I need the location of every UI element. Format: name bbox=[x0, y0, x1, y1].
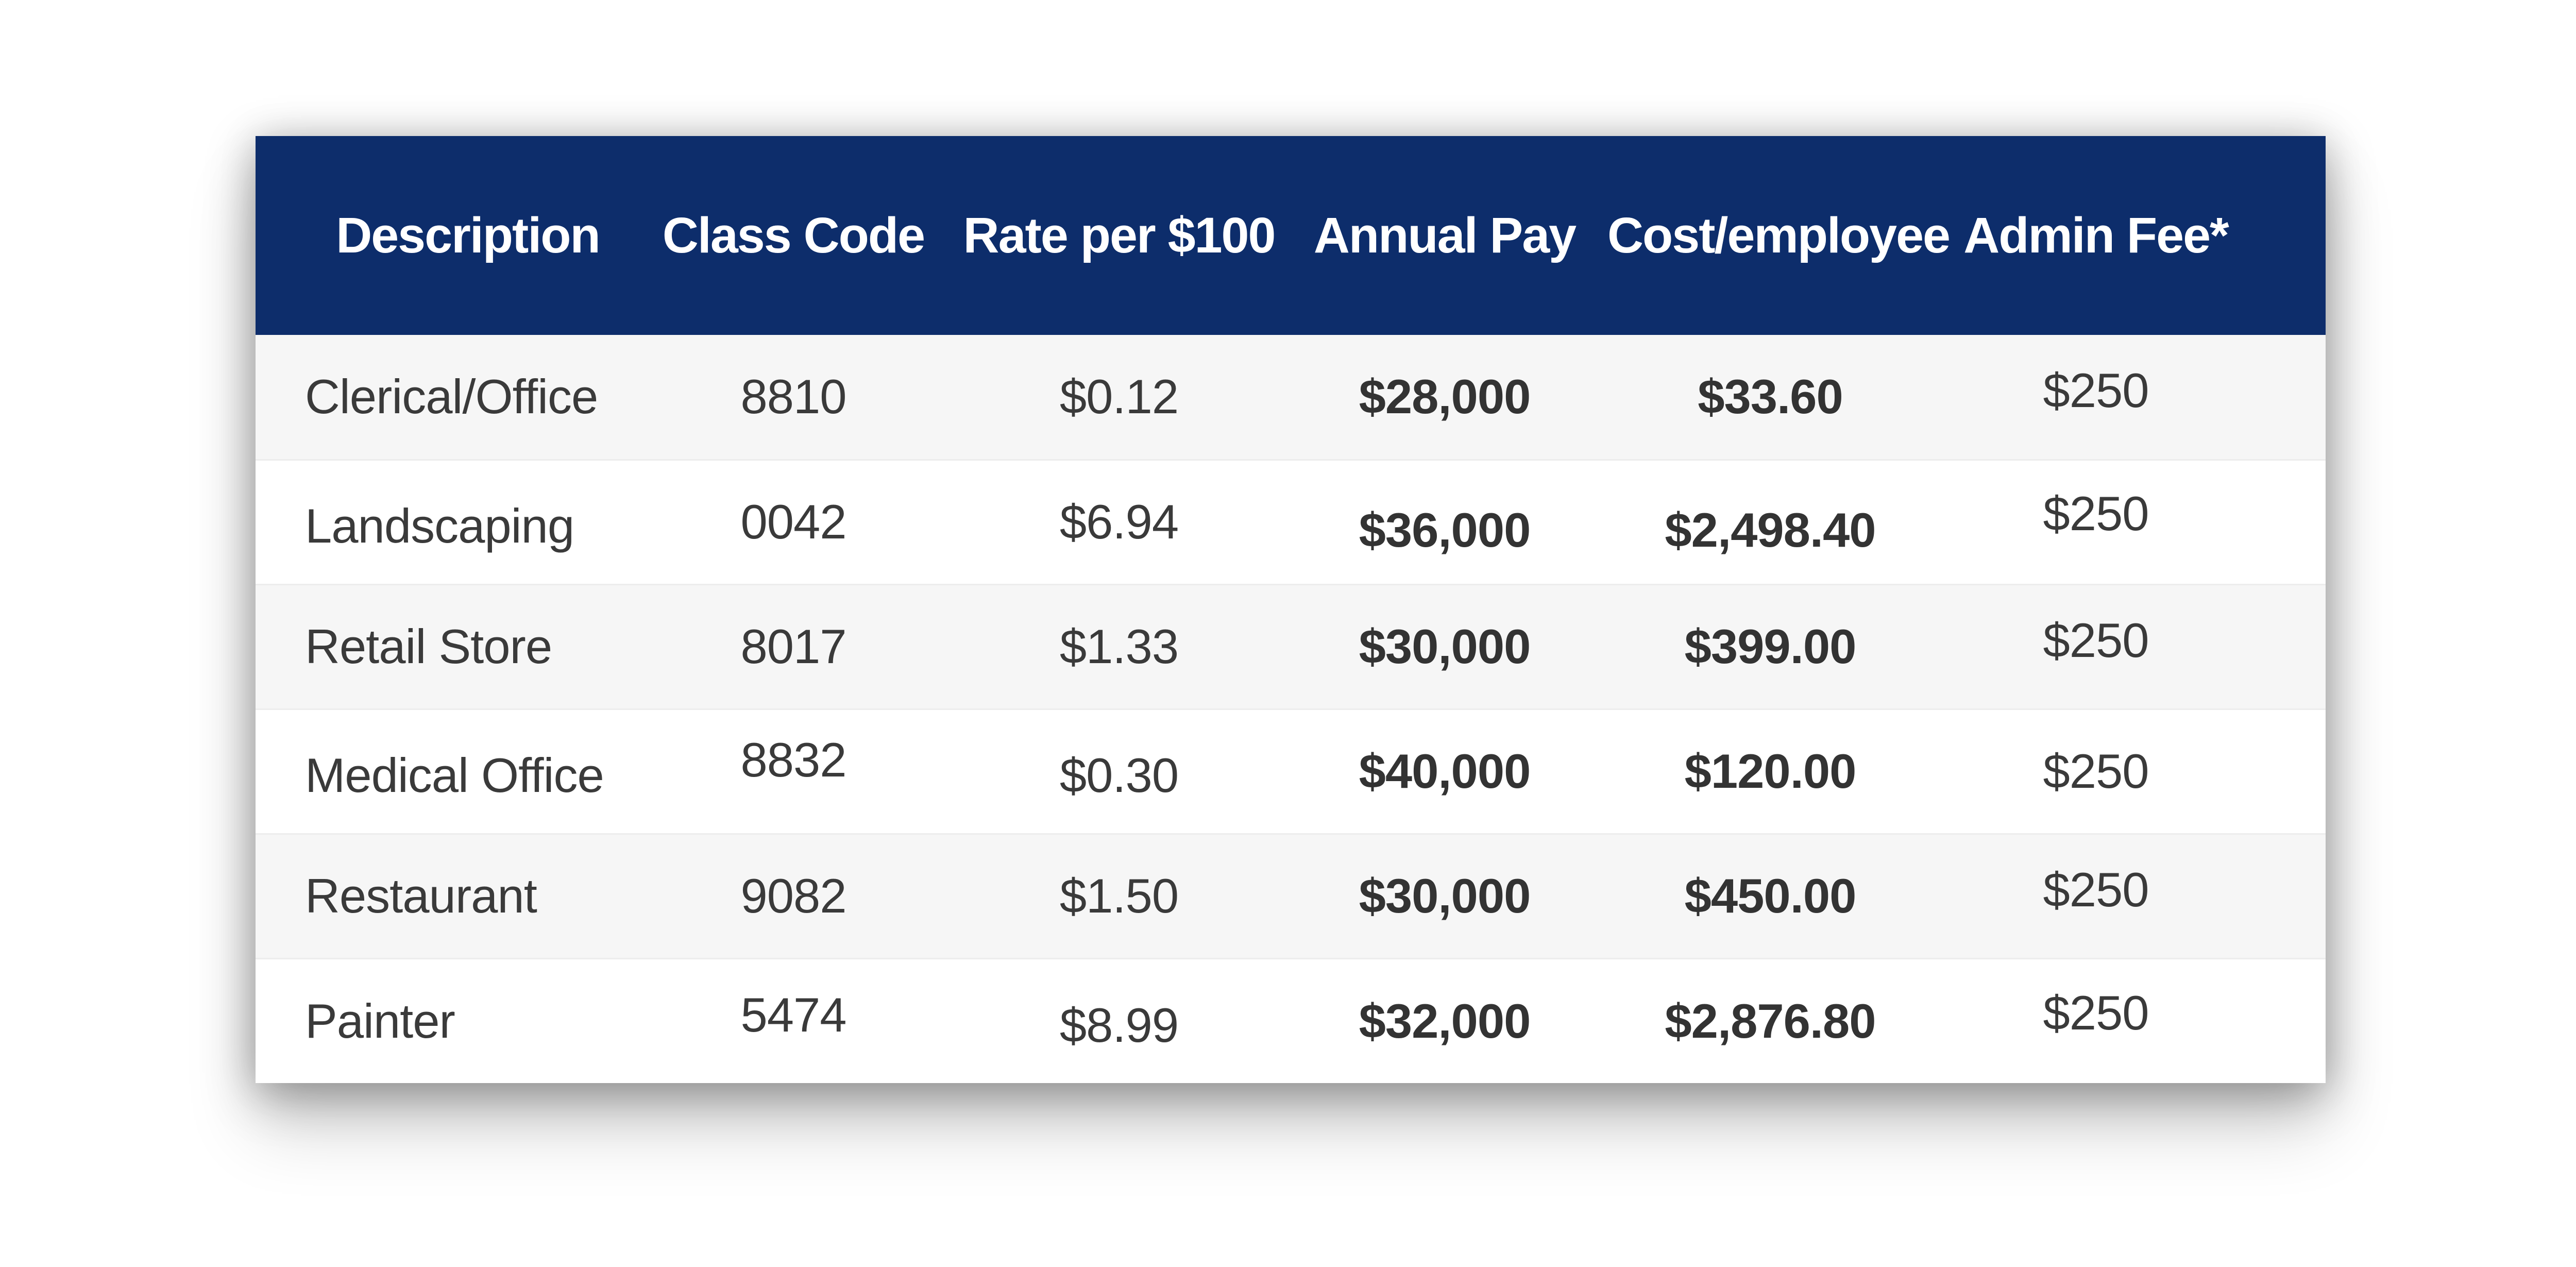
column-header-admin-fee: Admin Fee* bbox=[1963, 207, 2229, 263]
cell-class-code: 5474 bbox=[631, 957, 956, 1083]
cell-cost: $33.60 bbox=[1698, 369, 1843, 424]
cell-admin-fee: $250 bbox=[2043, 363, 2149, 418]
cell-cost: $399.00 bbox=[1607, 583, 1933, 709]
spacer-cell bbox=[2259, 957, 2326, 1083]
table-row: Clerical/Office 8810 $0.12 $28,000 $33.6… bbox=[256, 335, 2326, 460]
cell-description: Medical Office bbox=[305, 708, 631, 834]
cell-annual-pay: $32,000 bbox=[1282, 957, 1607, 1083]
cell-rate: $1.50 bbox=[956, 833, 1282, 958]
cell-admin-fee: $250 bbox=[1933, 583, 2259, 709]
cell-admin-fee: $250 bbox=[1933, 957, 2259, 1083]
cell-annual-pay: $36,000 bbox=[1282, 459, 1607, 584]
spacer-cell bbox=[256, 136, 305, 335]
rates-table-card: Description Class Code Rate per $100 Ann… bbox=[256, 136, 2326, 1083]
spacer-cell bbox=[256, 335, 305, 460]
cell-cost: $120.00 bbox=[1607, 708, 1933, 834]
spacer-cell bbox=[2259, 583, 2326, 709]
cell-annual-pay: $30,000 bbox=[1282, 833, 1607, 958]
spacer-cell bbox=[256, 459, 305, 584]
cell-rate: $0.12 bbox=[1059, 369, 1179, 424]
cell-cost: $2,876.80 bbox=[1607, 957, 1933, 1083]
spacer-cell bbox=[256, 708, 305, 834]
column-header-description: Description bbox=[336, 207, 601, 263]
column-header-annual-pay: Annual Pay bbox=[1313, 207, 1577, 263]
table-header: Description Class Code Rate per $100 Ann… bbox=[256, 136, 2326, 335]
cell-description: Retail Store bbox=[305, 583, 631, 709]
spacer-cell bbox=[256, 957, 305, 1083]
cell-annual-pay: $40,000 bbox=[1282, 708, 1607, 834]
cell-class-code: 8832 bbox=[631, 708, 956, 834]
spacer-cell bbox=[256, 583, 305, 709]
table-row: Restaurant 9082 $1.50 $30,000 $450.00 $2… bbox=[256, 833, 2326, 958]
spacer-cell bbox=[2259, 833, 2326, 958]
cell-rate: $0.30 bbox=[956, 708, 1282, 834]
cell-class-code: 8017 bbox=[631, 583, 956, 709]
cell-class-code: 8810 bbox=[740, 369, 846, 424]
header-row: Description Class Code Rate per $100 Ann… bbox=[256, 136, 2326, 335]
column-header-rate: Rate per $100 bbox=[963, 207, 1276, 263]
cell-annual-pay: $28,000 bbox=[1359, 369, 1531, 424]
cell-annual-pay: $30,000 bbox=[1282, 583, 1607, 709]
table-row: Landscaping 0042 $6.94 $36,000 $2,498.40… bbox=[256, 459, 2326, 584]
spacer-cell bbox=[256, 833, 305, 958]
spacer-cell bbox=[2259, 335, 2326, 460]
table-row: Medical Office 8832 $0.30 $40,000 $120.0… bbox=[256, 708, 2326, 834]
table-body: Clerical/Office 8810 $0.12 $28,000 $33.6… bbox=[256, 335, 2326, 1083]
spacer-cell bbox=[2259, 708, 2326, 834]
spacer-cell bbox=[2259, 136, 2326, 335]
column-header-cost: Cost/employee bbox=[1607, 207, 1951, 263]
rates-table: Description Class Code Rate per $100 Ann… bbox=[256, 136, 2326, 1083]
cell-admin-fee: $250 bbox=[1933, 459, 2259, 584]
cell-rate: $1.33 bbox=[956, 583, 1282, 709]
cell-cost: $450.00 bbox=[1607, 833, 1933, 958]
cell-class-code: 9082 bbox=[631, 833, 956, 958]
cell-rate: $8.99 bbox=[956, 957, 1282, 1083]
cell-cost: $2,498.40 bbox=[1607, 459, 1933, 584]
cell-description: Landscaping bbox=[305, 459, 631, 584]
column-header-class-code: Class Code bbox=[662, 207, 925, 263]
cell-description: Restaurant bbox=[305, 833, 631, 958]
cell-rate: $6.94 bbox=[956, 459, 1282, 584]
spacer-cell bbox=[2259, 459, 2326, 584]
table-row: Retail Store 8017 $1.33 $30,000 $399.00 … bbox=[256, 583, 2326, 709]
cell-admin-fee: $250 bbox=[1933, 833, 2259, 958]
cell-description: Painter bbox=[305, 957, 631, 1083]
cell-description: Clerical/Office bbox=[305, 369, 598, 424]
cell-admin-fee: $250 bbox=[1933, 708, 2259, 834]
cell-class-code: 0042 bbox=[631, 459, 956, 584]
table-row: Painter 5474 $8.99 $32,000 $2,876.80 $25… bbox=[256, 957, 2326, 1083]
